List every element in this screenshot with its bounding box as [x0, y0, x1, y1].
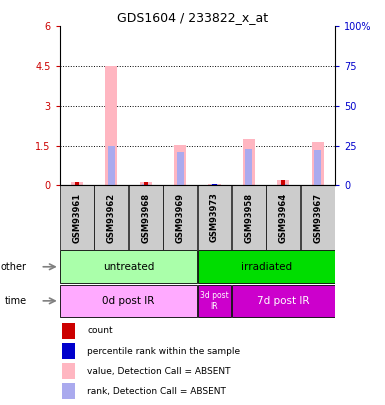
Text: time: time	[5, 296, 27, 306]
Bar	[277, 179, 290, 185]
Bar	[94, 185, 128, 250]
Bar	[105, 66, 117, 185]
Text: GSM93958: GSM93958	[244, 192, 253, 243]
Text: GSM93968: GSM93968	[141, 192, 150, 243]
Bar	[312, 143, 324, 185]
Bar	[163, 185, 197, 250]
Text: GDS1604 / 233822_x_at: GDS1604 / 233822_x_at	[117, 11, 268, 24]
Bar	[174, 145, 186, 185]
Text: GSM93964: GSM93964	[279, 192, 288, 243]
Bar	[266, 185, 300, 250]
Bar	[177, 152, 184, 185]
Bar	[108, 146, 115, 185]
Text: 0d post IR: 0d post IR	[102, 296, 155, 306]
Bar	[62, 343, 75, 359]
Bar	[198, 250, 335, 283]
Bar	[60, 185, 94, 250]
Bar	[140, 182, 152, 185]
Text: rank, Detection Call = ABSENT: rank, Detection Call = ABSENT	[87, 386, 226, 396]
Bar	[246, 149, 253, 185]
Bar	[75, 182, 79, 185]
Text: GSM93961: GSM93961	[72, 192, 81, 243]
Bar	[62, 363, 75, 379]
Text: other: other	[1, 262, 27, 272]
Bar	[243, 139, 255, 185]
Text: untreated: untreated	[103, 262, 154, 272]
Text: GSM93973: GSM93973	[210, 193, 219, 243]
Bar	[232, 185, 266, 250]
Bar	[209, 184, 221, 185]
Bar	[142, 184, 149, 185]
Bar	[60, 284, 197, 317]
Text: percentile rank within the sample: percentile rank within the sample	[87, 347, 240, 356]
Text: 3d post
IR: 3d post IR	[200, 291, 229, 311]
Text: 7d post IR: 7d post IR	[257, 296, 310, 306]
Text: GSM93969: GSM93969	[176, 192, 185, 243]
Text: GSM93967: GSM93967	[313, 192, 322, 243]
Bar	[314, 150, 321, 185]
Text: count: count	[87, 326, 113, 335]
Bar	[198, 284, 231, 317]
Bar	[144, 182, 148, 185]
Bar	[213, 184, 217, 185]
Bar	[211, 184, 218, 185]
Bar	[62, 323, 75, 339]
Bar	[62, 383, 75, 399]
Bar	[281, 179, 285, 185]
Text: GSM93962: GSM93962	[107, 192, 116, 243]
Bar	[280, 184, 287, 185]
Bar	[198, 185, 231, 250]
Text: irradiated: irradiated	[241, 262, 292, 272]
Bar	[129, 185, 162, 250]
Bar	[71, 182, 83, 185]
Bar	[232, 284, 335, 317]
Bar	[60, 250, 197, 283]
Text: value, Detection Call = ABSENT: value, Detection Call = ABSENT	[87, 367, 231, 375]
Bar	[301, 185, 335, 250]
